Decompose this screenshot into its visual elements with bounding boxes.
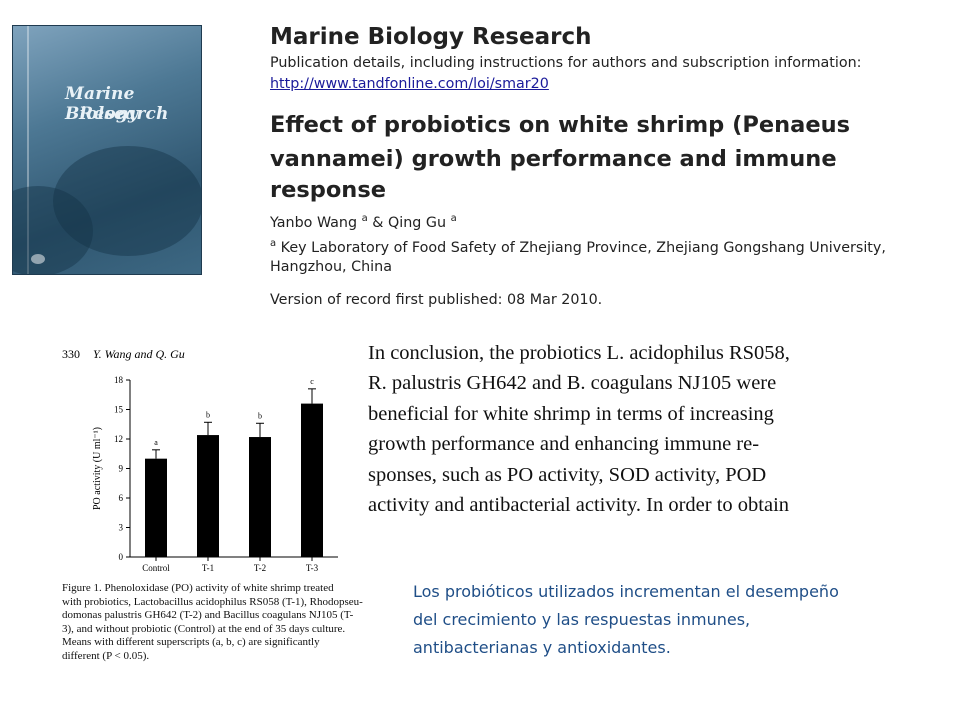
conclusion-line: beneficial for white shrimp in terms of … — [368, 402, 774, 425]
caption-line: different (P < 0.05). — [62, 649, 150, 662]
version-of-record: Version of record first published: 08 Ma… — [270, 292, 603, 308]
author-affiliation-mark: a — [450, 213, 457, 224]
journal-title: Marine Biology Research — [270, 24, 592, 50]
author-name: Yanbo Wang — [270, 215, 358, 231]
x-axis: Control T-1 T-2 T-3 — [130, 556, 338, 573]
author-separator: & — [367, 215, 389, 231]
significance-letter: b — [258, 411, 262, 420]
x-tick-label: Control — [142, 563, 170, 573]
cover-shape — [53, 146, 201, 256]
y-axis: 0 3 6 9 12 15 18 — [114, 375, 131, 562]
bar — [145, 458, 167, 557]
summary-line: antibacterianas y antioxidantes. — [413, 638, 671, 657]
article-title-line-2: vannamei) growth performance and immune — [270, 146, 837, 172]
caption-line: 3), and without probiotic (Control) at t… — [62, 622, 346, 635]
conclusion-excerpt: In conclusion, the probiotics L. acidoph… — [368, 338, 943, 520]
journal-link[interactable]: http://www.tandfonline.com/loi/smar20 — [270, 76, 549, 92]
authors: Yanbo Wang a & Qing Gu a — [270, 213, 457, 231]
affiliation-text: Key Laboratory of Food Safety of Zhejian… — [276, 240, 886, 256]
y-axis-label: PO activity (U ml⁻¹) — [92, 427, 103, 510]
bars: a b b c — [145, 377, 323, 557]
y-tick-label: 12 — [114, 434, 123, 444]
affiliation-line-2: Hangzhou, China — [270, 259, 392, 275]
y-tick-label: 6 — [119, 493, 124, 503]
cover-title-line-2: Research — [79, 104, 169, 124]
conclusion-line: R. palustris GH642 and B. coagulans NJ10… — [368, 372, 777, 395]
page-number: 330 — [62, 347, 80, 361]
po-activity-bar-chart: 0 3 6 9 12 15 18 Control T-1 T-2 T-3 a b b c PO acti… — [92, 375, 338, 573]
caption-line: Means with different superscripts (a, b,… — [62, 636, 320, 648]
cover-shape — [13, 186, 93, 274]
summary-line: Los probióticos utilizados incrementan e… — [413, 582, 839, 601]
figure-caption: Figure 1. Phenoloxidase (PO) activity of… — [62, 582, 363, 663]
author-affiliation-mark: a — [361, 213, 368, 224]
cover-stripe — [27, 26, 29, 274]
bar — [197, 435, 219, 557]
journal-cover-image: Marine Biology Research — [12, 25, 202, 275]
author-name: Qing Gu — [388, 215, 447, 231]
conclusion-line: growth performance and enhancing immune … — [368, 433, 760, 456]
y-tick-label: 0 — [119, 552, 124, 562]
cover-title-line-1: Marine Biology — [65, 84, 139, 124]
caption-line: domonas palustris GH642 (T-2) and Bacill… — [62, 609, 354, 621]
conclusion-line: sponses, such as PO activity, SOD activi… — [368, 463, 767, 486]
y-tick-label: 15 — [114, 405, 124, 415]
article-title-line-3: response — [270, 177, 386, 203]
affiliation-line-1: a Key Laboratory of Food Safety of Zheji… — [270, 238, 886, 256]
y-tick-label: 3 — [119, 523, 124, 533]
significance-letter: b — [206, 410, 210, 419]
significance-letter: a — [154, 438, 158, 447]
article-title-line-1: Effect of probiotics on white shrimp (Pe… — [270, 112, 851, 138]
significance-letter: c — [310, 377, 314, 386]
caption-line: Figure 1. Phenoloxidase (PO) activity of… — [62, 582, 334, 594]
x-tick-label: T-1 — [202, 563, 214, 573]
x-tick-label: T-3 — [306, 563, 319, 573]
conclusion-line: In conclusion, the probiotics L. acidoph… — [368, 342, 790, 364]
running-head-authors: Y. Wang and Q. Gu — [93, 347, 185, 361]
summary-line: del crecimiento y las respuestas inmunes… — [413, 610, 751, 629]
conclusion-line: activity and antibacterial activity. In … — [368, 494, 790, 517]
y-tick-label: 9 — [119, 464, 124, 474]
bar — [301, 403, 323, 557]
spanish-summary: Los probióticos utilizados incrementan e… — [413, 578, 953, 662]
bar — [249, 437, 271, 557]
publication-details: Publication details, including instructi… — [270, 55, 862, 71]
page-running-head: 330 Y. Wang and Q. Gu — [62, 347, 185, 362]
x-tick-label: T-2 — [254, 563, 266, 573]
y-tick-label: 18 — [114, 375, 124, 385]
affiliation-mark: a — [270, 238, 277, 249]
caption-line: with probiotics, Lactobacillus acidophil… — [62, 595, 363, 608]
publisher-logo-icon — [31, 254, 45, 264]
